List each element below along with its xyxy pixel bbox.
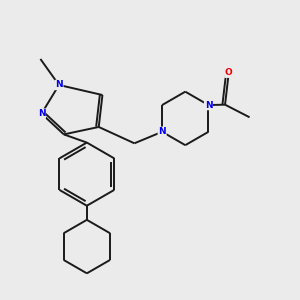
Text: N: N [38, 109, 45, 118]
Text: N: N [158, 127, 166, 136]
Text: O: O [225, 68, 232, 77]
Text: N: N [55, 80, 63, 89]
Text: N: N [205, 100, 212, 109]
